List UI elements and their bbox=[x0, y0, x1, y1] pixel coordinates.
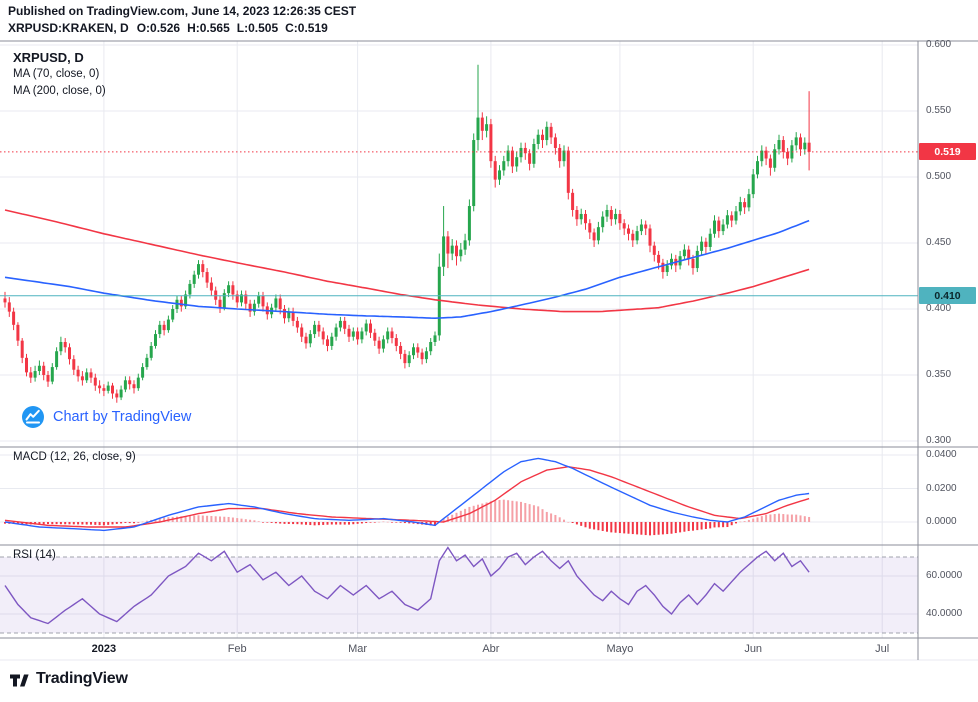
macd-indicator-label: MACD (12, 26, close, 9) bbox=[13, 451, 136, 463]
watermark-label: Chart by TradingView bbox=[53, 409, 192, 425]
price-axis-label: 0.600 bbox=[926, 39, 952, 50]
symbol-title: XRPUSD:KRAKEN, D bbox=[8, 21, 129, 35]
ohlc-close: C:0.519 bbox=[285, 21, 328, 35]
macd-axis-label: 0.0000 bbox=[926, 516, 957, 527]
price-axis-label: 0.350 bbox=[926, 369, 952, 380]
price-axis-label: 0.550 bbox=[926, 105, 952, 116]
date-axis-label: Jun bbox=[744, 643, 763, 655]
footer[interactable]: TradingView bbox=[10, 670, 128, 688]
rsi-indicator-label: RSI (14) bbox=[13, 549, 56, 561]
tradingview-circle-logo-icon bbox=[22, 406, 44, 428]
chart-by-tradingview-link[interactable]: Chart by TradingView bbox=[22, 406, 191, 428]
price-axis-label: 0.300 bbox=[926, 435, 952, 446]
tradingview-footer-logo-icon bbox=[10, 674, 29, 686]
legend-ma70: MA (70, close, 0) bbox=[13, 68, 100, 80]
macd-axis-label: 0.0200 bbox=[926, 482, 957, 494]
chart-legend: XRPUSD, D MA (70, close, 0) MA (200, clo… bbox=[13, 49, 106, 100]
symbol-ohlc-line: XRPUSD:KRAKEN, D O:0.526 H:0.565 L:0.505… bbox=[8, 21, 356, 36]
published-line: Published on TradingView.com, June 14, 2… bbox=[8, 4, 357, 18]
legend-symbol: XRPUSD, D bbox=[13, 50, 84, 65]
date-axis-label: Mayo bbox=[606, 643, 634, 655]
rsi-axis-label: 40.0000 bbox=[926, 608, 963, 619]
date-axis-label: Mar bbox=[348, 643, 368, 655]
price-axis-label: 0.400 bbox=[926, 303, 952, 314]
macd-axis-label: 0.0400 bbox=[926, 449, 957, 460]
header: Published on TradingView.com, June 14, 2… bbox=[8, 4, 356, 36]
date-axis-label: Feb bbox=[227, 643, 247, 655]
footer-brand-label: TradingView bbox=[36, 670, 128, 687]
rsi-axis-label: 60.0000 bbox=[926, 570, 963, 581]
ohlc-high: H:0.565 bbox=[187, 21, 230, 35]
ohlc-low: L:0.505 bbox=[236, 21, 279, 35]
price-axis-label: 0.500 bbox=[926, 171, 952, 182]
last-price-badge: 0.519 bbox=[919, 143, 976, 161]
horizontal-line-price-badge: 0.410 bbox=[919, 287, 976, 305]
date-axis-label: Abr bbox=[482, 643, 500, 655]
price-axis-label: 0.450 bbox=[926, 237, 952, 248]
date-axis-label: Jul bbox=[875, 643, 890, 655]
date-axis-label: 2023 bbox=[91, 643, 117, 655]
legend-ma200: MA (200, close, 0) bbox=[13, 85, 106, 97]
ohlc-open: O:0.526 bbox=[136, 21, 181, 35]
